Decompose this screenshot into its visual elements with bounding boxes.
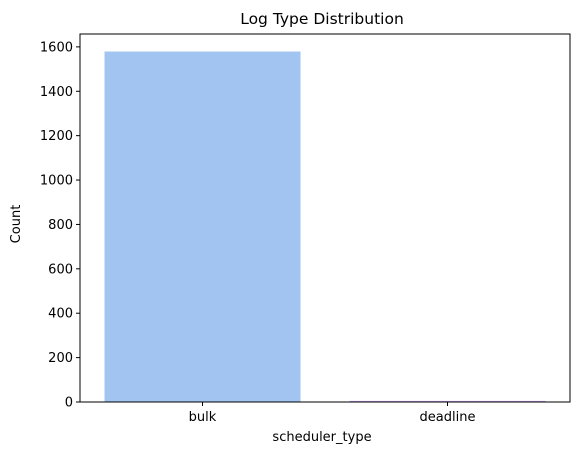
x-axis-label: scheduler_type [272, 430, 371, 445]
plot-area: 0 200 400 600 800 1000 1200 1400 1600 bulk deadlin… [40, 33, 571, 425]
y-axis-label: Count [9, 205, 24, 244]
y-tick-label: 800 [48, 218, 73, 233]
chart-title: Log Type Distribution [240, 10, 404, 28]
y-tick-label: 1200 [40, 129, 73, 144]
axes-frame [79, 33, 571, 403]
x-tick-label: deadline [420, 410, 476, 425]
y-tick-label: 400 [48, 307, 73, 322]
y-tick-label: 1000 [40, 174, 73, 189]
y-tick-label: 1400 [40, 85, 73, 100]
bar-bulk [104, 51, 301, 402]
y-tick-label: 1600 [40, 40, 73, 55]
y-tick-label: 200 [48, 351, 73, 366]
bar-deadline [349, 400, 546, 402]
x-tick-label: bulk [189, 410, 217, 425]
y-tick-label: 0 [65, 396, 73, 411]
y-tick-label: 600 [48, 262, 73, 277]
